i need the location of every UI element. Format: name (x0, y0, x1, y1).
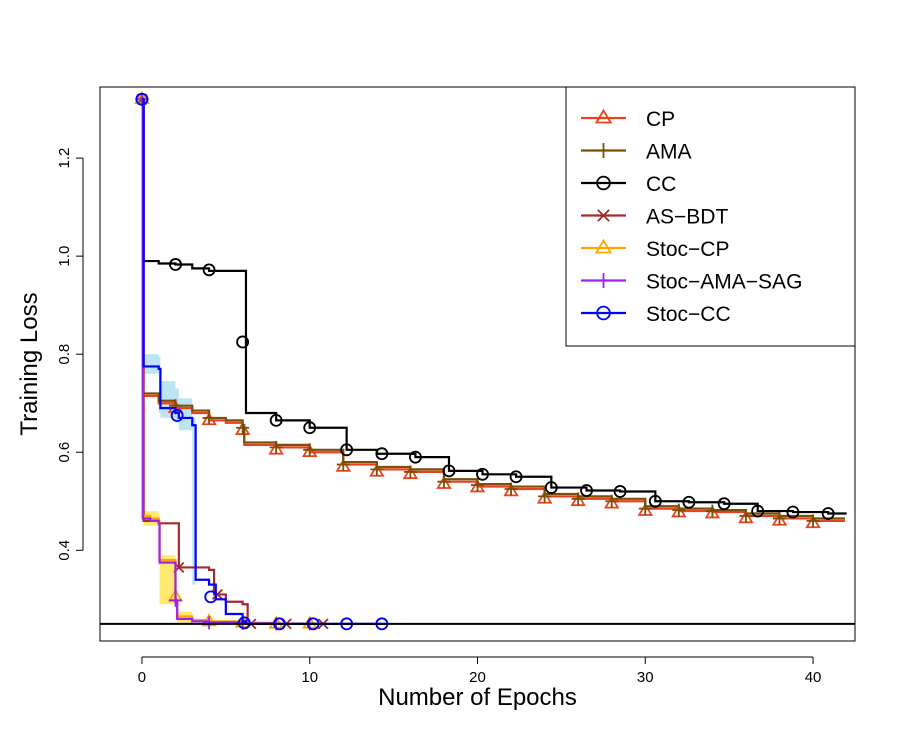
y-tick-label: 0.4 (56, 540, 73, 561)
y-tick-label: 1.0 (56, 246, 73, 267)
series-stoc-cc (135, 92, 389, 631)
point-cc (613, 485, 627, 498)
band-stoc-cc (143, 354, 196, 585)
x-tick-label: 10 (301, 669, 318, 686)
point-stoc-cc (135, 92, 149, 106)
x-tick-label: 30 (637, 669, 654, 686)
plot-frame (99, 86, 856, 642)
point-cc (544, 481, 558, 494)
legend-marker (596, 175, 611, 191)
legend-label: CC (646, 173, 676, 196)
point-cc (169, 258, 182, 271)
legend-marker (596, 143, 611, 158)
point-cc (786, 505, 800, 519)
point-ama (739, 509, 753, 523)
legend-label: Stoc−AMA−SAG (646, 271, 802, 294)
point-cc (269, 413, 283, 427)
legend-label: Stoc−CP (646, 238, 729, 261)
point-ama (773, 511, 786, 525)
legend-marker (597, 209, 610, 222)
point-ama (705, 504, 719, 518)
point-ama (437, 475, 451, 489)
point-ama (403, 465, 417, 479)
y-axis: 0.4 0.6 0.8 1.0 1.2 (56, 148, 84, 561)
legend: CP AMA CC AS−BDT Stoc−CP Stoc−AMA−SAG Stoc−CC (565, 86, 856, 347)
x-axis-title: Number of Epochs (378, 684, 577, 711)
point-ama (504, 482, 518, 496)
point-stoc-ama-sag (169, 593, 182, 607)
y-tick-label: 0.6 (56, 442, 73, 463)
legend-item-stoc-ama-sag: Stoc−AMA−SAG (581, 271, 802, 294)
series-line-stoc-cp (141, 98, 310, 625)
uncertainty-bands (143, 354, 196, 623)
point-ama (202, 411, 216, 425)
point-cc (717, 497, 731, 511)
legend-marker (594, 108, 613, 124)
point-ama (269, 440, 283, 454)
point-ama (571, 492, 585, 506)
point-ama (471, 478, 484, 492)
point-cc (202, 263, 216, 277)
legend-marker (596, 305, 611, 321)
point-stoc-cc (170, 409, 184, 422)
point-ama (638, 502, 652, 516)
point-stoc-cc (204, 590, 218, 604)
x-tick-label: 0 (138, 669, 146, 686)
x-tick-label: 20 (469, 669, 486, 686)
y-tick-label: 1.2 (56, 148, 73, 169)
point-stoc-ama-sag (135, 92, 149, 106)
point-ama (336, 458, 350, 472)
series-layer (134, 90, 847, 631)
legend-marker (594, 238, 613, 254)
series-as-bdt (136, 93, 329, 630)
legend-item-stoc-cc: Stoc−CC (581, 303, 731, 326)
point-cc (580, 484, 593, 497)
point-cc (442, 464, 456, 478)
series-line-stoc-ama-sag (141, 98, 310, 625)
legend-item-as-bdt: AS−BDT (581, 206, 728, 229)
band-stoc-cp (143, 511, 193, 623)
legend-item-stoc-cp: Stoc−CP (581, 238, 729, 261)
series-line-as-bdt (141, 98, 324, 625)
point-cc (682, 495, 696, 509)
series-stoc-ama-sag (135, 92, 317, 631)
y-tick-label: 0.8 (56, 344, 73, 365)
point-ama (236, 421, 250, 435)
x-axis: 0 10 20 30 40 (138, 656, 822, 686)
point-ama (370, 462, 384, 476)
point-cc (236, 335, 250, 349)
point-cc (408, 450, 422, 464)
series-stoc-cp (134, 90, 318, 629)
point-as-bdt (211, 588, 223, 600)
point-ama (303, 443, 317, 457)
point-cc (340, 443, 354, 457)
y-axis-title: Training Loss (16, 292, 43, 435)
x-tick-label: 40 (805, 669, 822, 686)
point-ama (605, 494, 619, 508)
point-cc (509, 470, 523, 484)
point-cc (821, 507, 835, 520)
point-cc (751, 504, 765, 518)
point-cc (303, 421, 317, 435)
series-cc (135, 92, 847, 520)
point-cc (375, 447, 389, 461)
legend-label: Stoc−CC (646, 303, 731, 326)
point-ama (806, 514, 820, 528)
legend-item-cp: CP (581, 108, 675, 131)
point-cc (648, 494, 662, 508)
point-cc (476, 467, 489, 481)
legend-item-ama: AMA (581, 141, 692, 164)
legend-label: AMA (646, 141, 692, 164)
legend-label: CP (646, 108, 675, 131)
legend-label: AS−BDT (646, 206, 728, 229)
legend-item-cc: CC (581, 173, 676, 196)
point-ama (538, 489, 552, 503)
legend-marker (596, 273, 611, 288)
point-ama (672, 503, 686, 517)
